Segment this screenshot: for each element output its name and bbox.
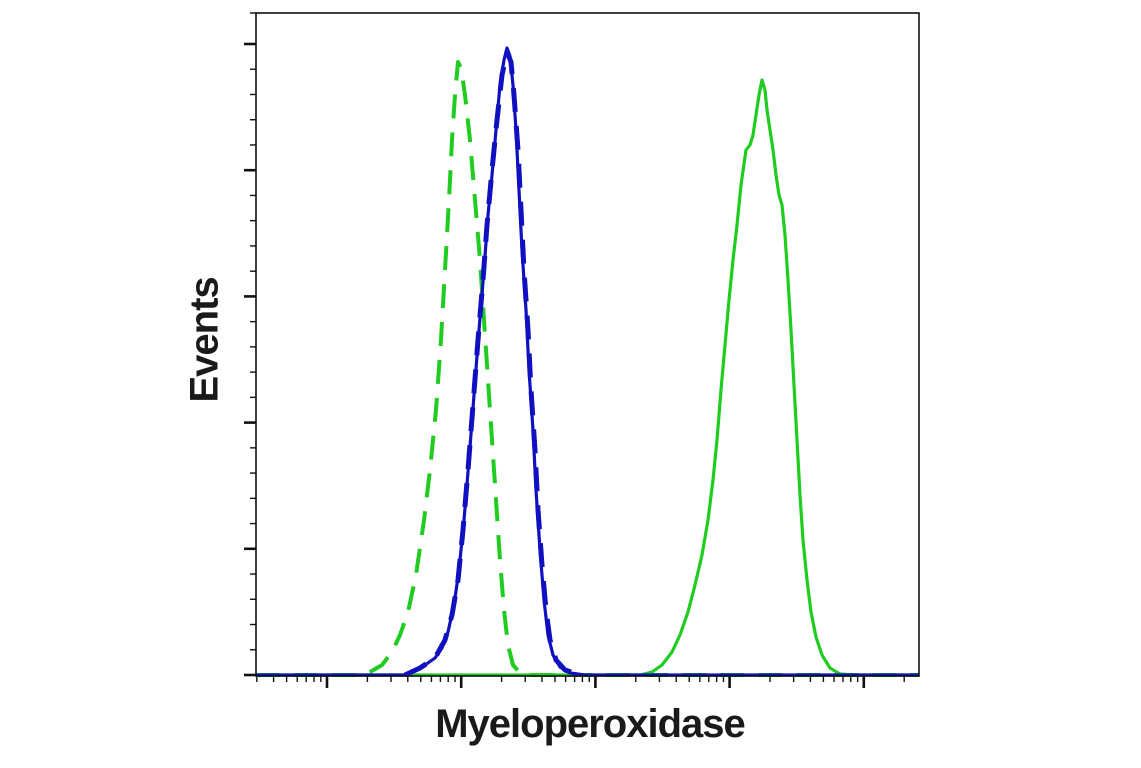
plot-frame: [255, 12, 920, 677]
x-axis-label: Myeloperoxidase: [435, 702, 746, 746]
axes: [244, 12, 905, 688]
series-blue-solid: [256, 46, 919, 677]
series-green-dashed: [256, 60, 919, 677]
series-green-solid: [256, 78, 919, 677]
series-blue-dashed: [403, 49, 581, 678]
plot-curves: [256, 46, 919, 678]
y-axis-label: Events: [182, 277, 227, 403]
